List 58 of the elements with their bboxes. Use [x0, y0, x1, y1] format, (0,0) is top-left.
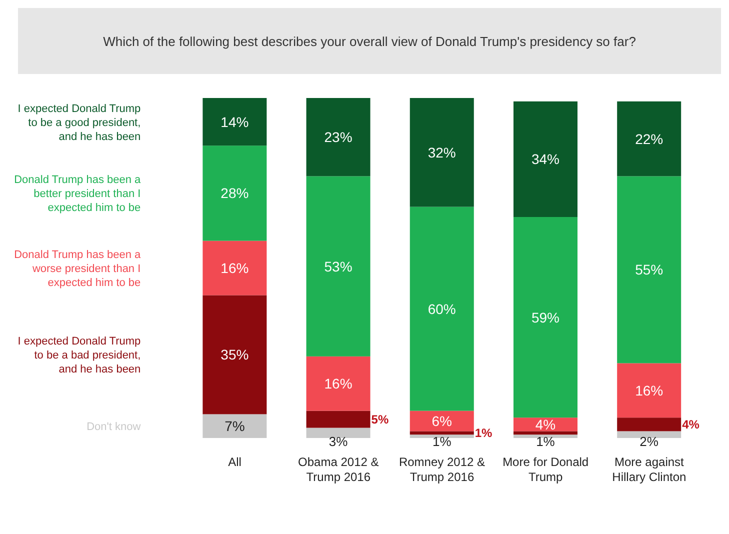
bar: [202, 98, 267, 146]
bar: [617, 101, 682, 176]
bar: [410, 410, 474, 432]
data-label: 59%: [531, 309, 560, 326]
data-label: 6%: [432, 413, 452, 429]
data-label: 4%: [535, 416, 556, 432]
x-tick-label: More against Hillary Clinton: [612, 455, 686, 484]
bar: [410, 98, 474, 207]
bar: [410, 206, 474, 411]
bar: [410, 434, 474, 438]
data-label: 35%: [220, 346, 249, 363]
data-label: 34%: [531, 151, 560, 168]
data-label: 3%: [328, 434, 348, 449]
bar: [617, 418, 682, 432]
data-label: 1%: [536, 434, 556, 449]
bar: [410, 431, 474, 435]
bar: [306, 428, 370, 438]
bar: [202, 295, 267, 414]
chart-title: Which of the following best describes your overall view of Donald Trump's presidency so far?: [103, 34, 636, 48]
bar: [306, 356, 370, 411]
bar: [306, 410, 370, 428]
data-label: 53%: [324, 258, 352, 274]
bar: [617, 431, 682, 438]
bar: [306, 98, 370, 176]
bar: [617, 176, 682, 364]
text: I expected Donald Trump to be a bad president, and he has been: [18, 336, 141, 376]
bar: [202, 240, 267, 296]
bar: [617, 363, 682, 418]
data-label: 5%: [371, 412, 389, 426]
data-label: 4%: [682, 417, 700, 432]
x-tick-label: Obama 2012 & Trump 2016: [298, 455, 379, 484]
bar: [513, 434, 578, 438]
bar: [202, 146, 267, 241]
data-label: 23%: [324, 129, 352, 146]
data-label: 22%: [635, 130, 664, 147]
data-label: 32%: [428, 144, 456, 160]
data-label: 16%: [635, 382, 664, 398]
bar: [513, 217, 578, 418]
x-tick-label: More for Donald Trump: [502, 455, 589, 484]
data-label: 14%: [220, 114, 249, 130]
text: Donald Trump has been a better president than I expected him to be: [14, 174, 142, 214]
data-label: 55%: [635, 262, 664, 278]
bar: [513, 431, 578, 435]
x-tick-label: Romney 2012 & Trump 2016: [398, 455, 486, 484]
data-label: 28%: [220, 185, 249, 202]
data-label: 60%: [428, 300, 456, 317]
text: Donald Trump has been a worse president than I expected him to be: [14, 249, 142, 289]
data-label: 16%: [220, 260, 249, 276]
bar: [306, 176, 370, 356]
bar: [513, 101, 578, 217]
x-tick-label: All: [228, 455, 242, 469]
text: I expected Donald Trump to be a good president, and he has been: [18, 102, 141, 143]
data-label: 7%: [224, 418, 245, 434]
data-label: 1%: [432, 434, 452, 449]
data-label: 2%: [640, 434, 659, 449]
data-label: 16%: [324, 376, 352, 392]
data-label: 1%: [474, 426, 493, 440]
bar: [202, 414, 267, 438]
